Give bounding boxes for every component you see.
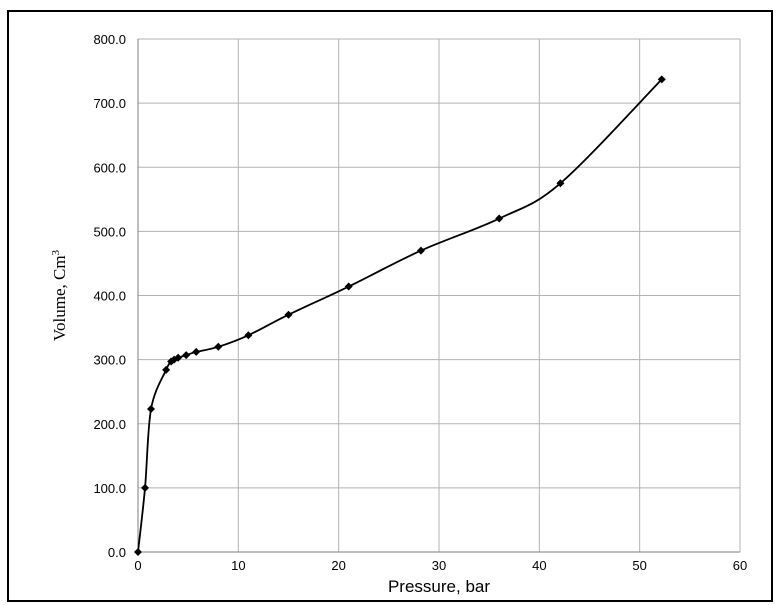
y-tick-label: 0.0	[108, 545, 126, 560]
x-tick-label: 10	[231, 558, 245, 573]
data-point-marker	[495, 214, 504, 223]
y-tick-label: 600.0	[93, 160, 126, 175]
data-point-marker	[657, 75, 666, 84]
y-tick-label: 500.0	[93, 224, 126, 239]
data-point-marker	[214, 342, 223, 351]
axes	[137, 39, 740, 553]
data-point-marker	[134, 548, 142, 556]
y-axis-title-text: Volume, Cm	[50, 255, 69, 341]
grid	[138, 38, 741, 552]
chart-frame: 0 10 20 30 40 50 60 0.0 100.0 200.0 300.0 400.0 500.…	[7, 10, 773, 602]
y-tick-label: 800.0	[93, 32, 126, 47]
y-tick-label: 300.0	[93, 353, 126, 368]
chart-svg: 0 10 20 30 40 50 600.0100.0200.0300.0400.0500.…	[50, 32, 747, 596]
series-line	[137, 78, 663, 553]
data-point-marker	[162, 365, 171, 374]
x-tick-label: 60	[733, 558, 747, 573]
x-tick-label: 0	[134, 558, 141, 573]
y-tick-label: 200.0	[93, 417, 126, 432]
y-tick-label: 100.0	[93, 481, 126, 496]
data-point-marker	[141, 483, 150, 492]
data-point-marker	[182, 351, 191, 360]
y-tick-label: 400.0	[93, 289, 126, 304]
data-point-marker	[147, 405, 156, 414]
data-point-marker	[416, 246, 425, 255]
data-series	[137, 78, 663, 553]
y-tick-label: 700.0	[93, 96, 126, 111]
tick-labels: 0 10 20 30 40 50 600.0100.0200.0300.0400.0500.…	[93, 32, 747, 573]
data-point-marker	[244, 331, 253, 340]
y-axis-title-superscript: 3	[50, 249, 62, 255]
data-point-marker	[344, 282, 353, 291]
x-tick-label: 30	[432, 558, 446, 573]
data-point-marker	[192, 347, 201, 356]
data-point-marker	[556, 179, 565, 188]
x-tick-label: 50	[632, 558, 646, 573]
data-point-marker	[174, 353, 183, 362]
x-tick-label: 40	[532, 558, 546, 573]
data-markers	[134, 75, 666, 556]
x-tick-label: 20	[331, 558, 345, 573]
data-point-marker	[284, 310, 293, 319]
y-axis-title: Volume, Cm3	[50, 249, 69, 341]
x-axis-title: Pressure, bar	[388, 577, 490, 596]
